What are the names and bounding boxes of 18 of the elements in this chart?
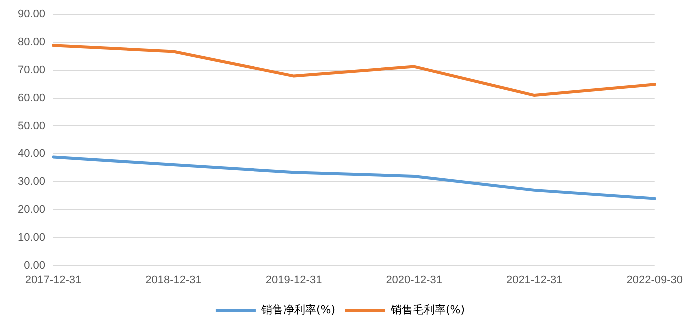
legend-label: 销售净利率(%): [260, 303, 336, 316]
legend-label: 销售毛利率(%): [390, 303, 466, 316]
y-tick-label: 70.00: [18, 64, 46, 76]
y-tick-label: 20.00: [18, 204, 46, 216]
x-tick-label: 2021-12-31: [506, 274, 563, 286]
y-tick-label: 50.00: [18, 120, 46, 132]
x-tick-label: 2022-09-30: [626, 274, 684, 286]
y-tick-label: 0.00: [24, 260, 46, 272]
y-tick-label: 30.00: [18, 176, 46, 188]
y-tick-label: 40.00: [18, 148, 46, 160]
y-tick-label: 10.00: [18, 232, 46, 244]
y-tick-label: 80.00: [18, 36, 46, 49]
x-tick-label: 2017-12-31: [25, 274, 82, 286]
x-tick-label: 2019-12-31: [266, 274, 322, 286]
y-tick-label: 90.00: [18, 8, 46, 21]
y-tick-label: 60.00: [18, 92, 46, 104]
x-tick-label: 2018-12-31: [146, 274, 202, 286]
x-tick-label: 2020-12-31: [386, 274, 442, 286]
